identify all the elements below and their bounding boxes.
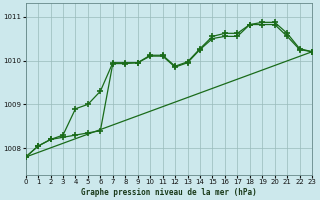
X-axis label: Graphe pression niveau de la mer (hPa): Graphe pression niveau de la mer (hPa) [81, 188, 257, 197]
